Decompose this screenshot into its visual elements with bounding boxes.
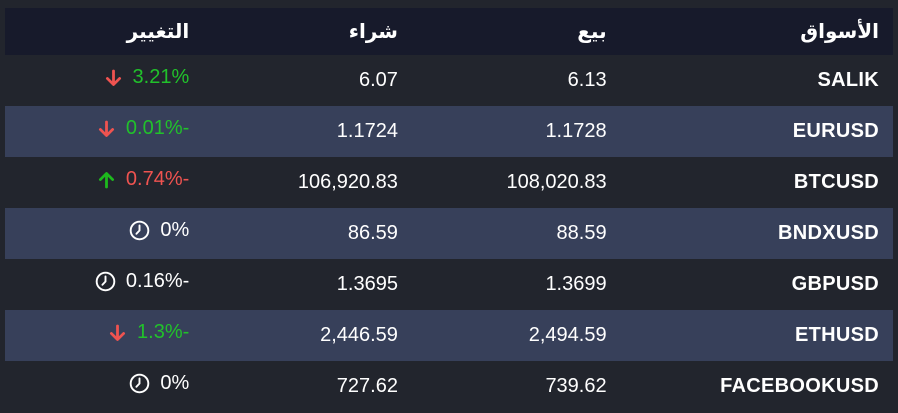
table-row-ethusd[interactable]: ETHUSD 2,494.59 2,446.59 1.3%- <box>5 310 893 361</box>
table-header: الأسواق بيع شراء التغيير <box>5 8 893 55</box>
market-symbol: BTCUSD <box>793 171 879 193</box>
column-header-change: التغيير <box>126 21 190 43</box>
arrow-up-icon <box>98 171 114 188</box>
column-header-markets: الأسواق <box>800 21 879 43</box>
change-value: 0.16%- <box>125 270 190 292</box>
change-value: 1.3%- <box>137 321 190 343</box>
arrow-down-icon <box>105 69 121 86</box>
arrow-down-icon <box>109 324 126 341</box>
buy-price: 86.59 <box>347 222 398 244</box>
clock-icon <box>130 373 150 394</box>
market-symbol: GBPUSD <box>791 273 879 295</box>
change-value: 0% <box>160 372 190 394</box>
clock-icon <box>130 220 150 241</box>
change-value: 0.01%- <box>125 117 190 139</box>
change-value: 3.21% <box>132 66 190 88</box>
change-value: 0.74%- <box>125 168 190 190</box>
market-symbol: BNDXUSD <box>778 222 879 244</box>
change-cell: 0.74%- <box>5 157 209 208</box>
sell-price: 739.62 <box>545 375 607 397</box>
sell-price: 108,020.83 <box>506 171 607 193</box>
market-symbol: ETHUSD <box>794 324 879 346</box>
market-symbol: EURUSD <box>792 120 879 142</box>
table-row-gbpusd[interactable]: GBPUSD 1.3699 1.3695 0.16%- <box>5 259 893 310</box>
table-row-salik[interactable]: SALIK 6.13 6.07 3.21% <box>5 55 893 106</box>
table-row-eurusd[interactable]: EURUSD 1.1728 1.1724 0.01%- <box>5 106 893 157</box>
buy-price: 2,446.59 <box>320 324 398 346</box>
change-cell: 3.21% <box>5 55 209 106</box>
column-header-buy: شراء <box>348 21 398 43</box>
market-symbol: FACEBOOKUSD <box>720 375 879 397</box>
buy-price: 106,920.83 <box>297 171 398 193</box>
change-value: 0% <box>160 219 190 241</box>
change-cell: 0% <box>5 208 209 259</box>
buy-price: 6.07 <box>359 69 398 91</box>
market-rows: SALIK 6.13 6.07 3.21% EURUSD 1.1728 1.17… <box>5 55 893 412</box>
arrow-down-icon <box>98 120 114 137</box>
sell-price: 6.13 <box>567 69 607 91</box>
table-row-btcusd[interactable]: BTCUSD 108,020.83 106,920.83 0.74%- <box>5 157 893 208</box>
sell-price: 1.1728 <box>545 120 607 142</box>
change-cell: 1.3%- <box>5 310 209 361</box>
column-header-sell: بيع <box>577 21 607 43</box>
header-row: الأسواق بيع شراء التغيير <box>5 8 893 55</box>
buy-price: 1.1724 <box>336 120 398 142</box>
change-cell: 0.16%- <box>5 259 209 310</box>
change-cell: 0.01%- <box>5 106 209 157</box>
sell-price: 2,494.59 <box>528 324 607 346</box>
buy-price: 727.62 <box>336 375 398 397</box>
change-cell: 0% <box>5 361 209 412</box>
sell-price: 88.59 <box>556 222 607 244</box>
market-table: الأسواق بيع شراء التغيير SALIK 6.13 6.07… <box>5 8 893 412</box>
sell-price: 1.3699 <box>545 273 607 295</box>
market-symbol: SALIK <box>817 69 879 91</box>
table-row-bndxusd[interactable]: BNDXUSD 88.59 86.59 0% <box>5 208 893 259</box>
clock-icon <box>95 271 116 292</box>
buy-price: 1.3695 <box>336 273 398 295</box>
table-row-facebookusd[interactable]: FACEBOOKUSD 739.62 727.62 0% <box>5 361 893 412</box>
